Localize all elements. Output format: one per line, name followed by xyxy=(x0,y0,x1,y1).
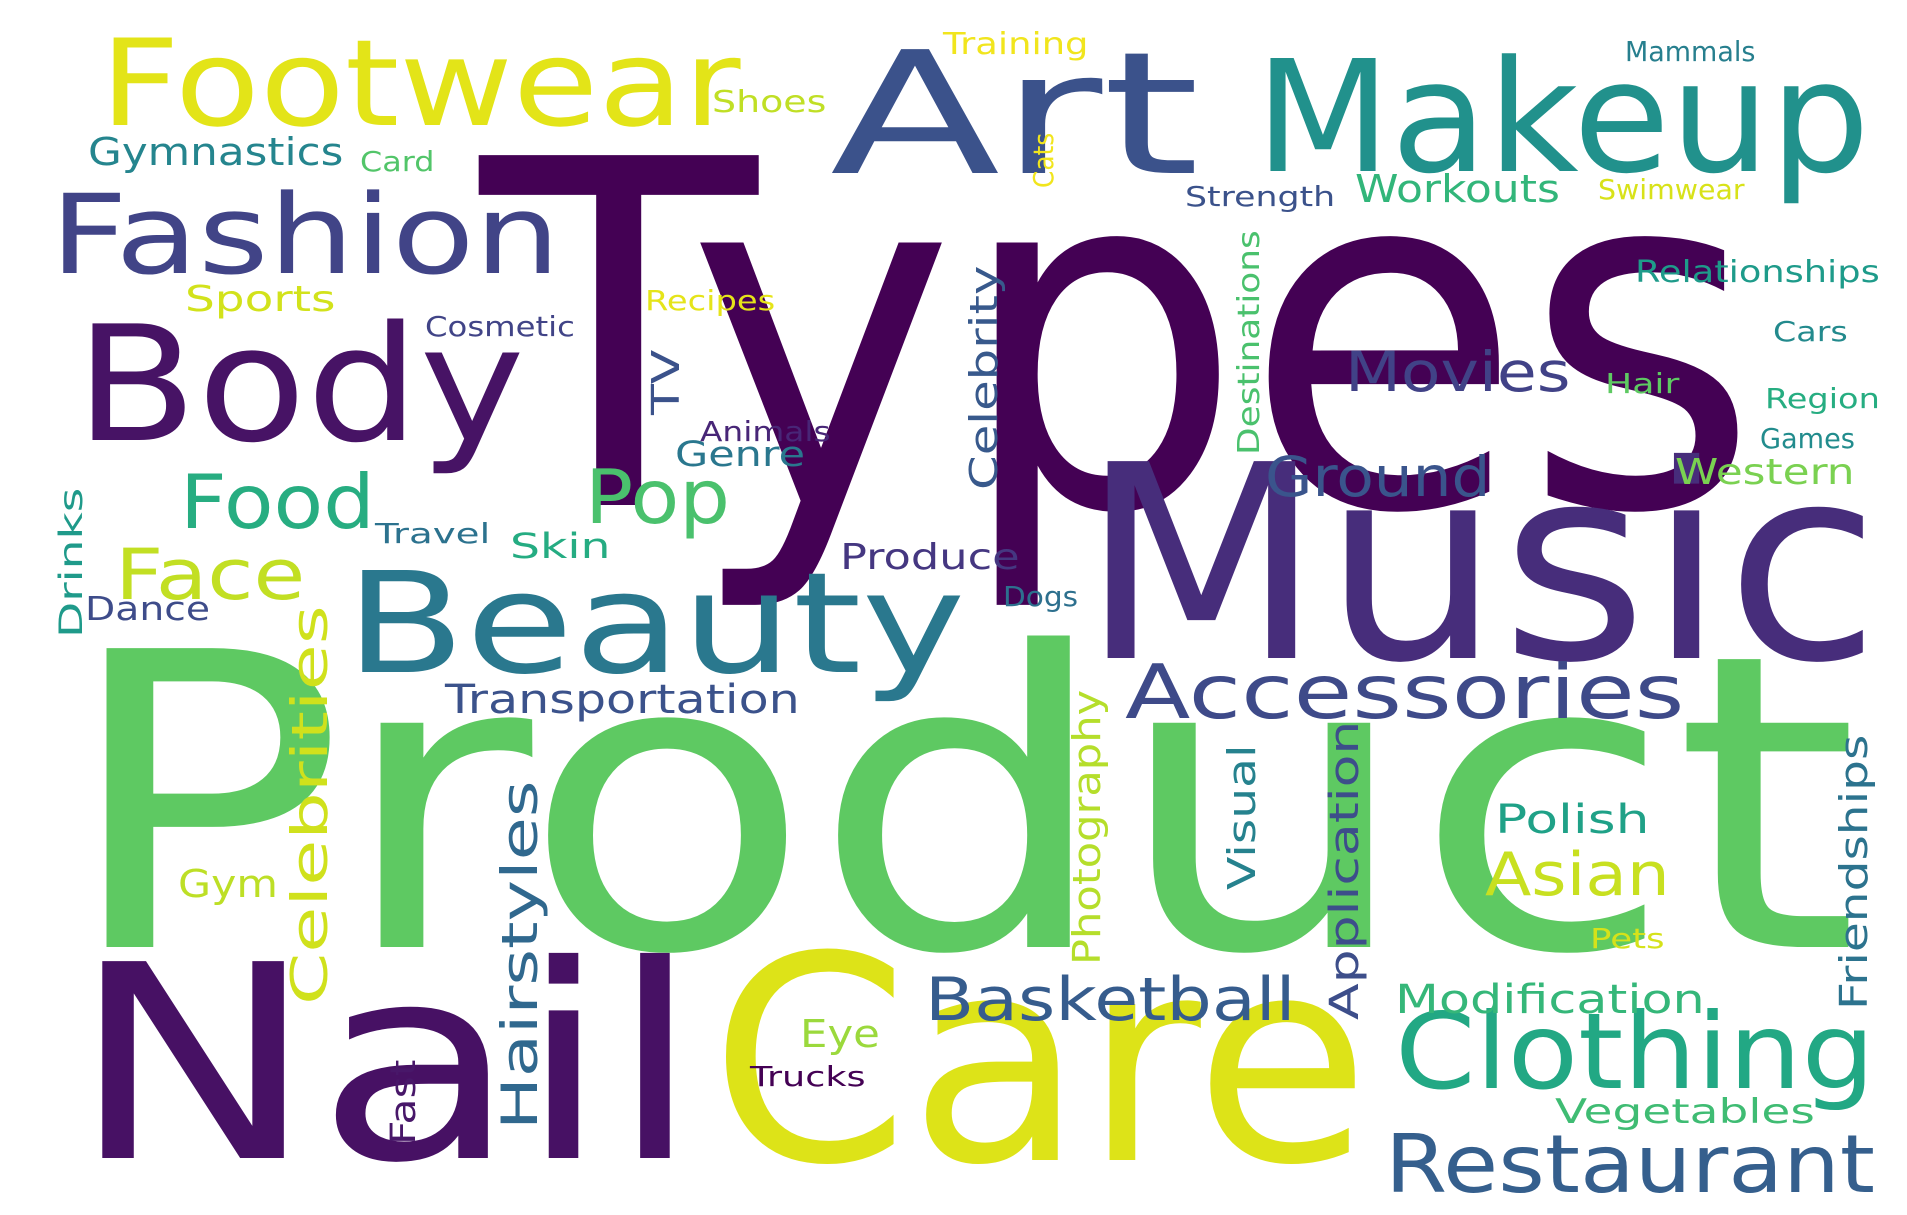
word-art: Art xyxy=(830,16,1200,214)
word-beauty: Beauty xyxy=(345,543,966,706)
word-card: Card xyxy=(360,145,435,178)
word-celebrities: Celebrities xyxy=(281,605,339,1005)
word-types: Types xyxy=(480,60,1760,619)
word-recipes: Recipes xyxy=(645,284,776,317)
word-basketball: Basketball xyxy=(925,965,1296,1035)
word-trucks: Trucks xyxy=(750,1060,866,1093)
word-visual: Visual xyxy=(1220,744,1264,890)
word-makeup: Makeup xyxy=(1255,27,1870,208)
word-genre: Genre xyxy=(675,435,805,475)
word-games: Games xyxy=(1760,422,1855,455)
word-modification: Modification xyxy=(1395,977,1705,1023)
word-celebrity: Celebrity xyxy=(962,265,1006,490)
word-relationships: Relationships xyxy=(1635,255,1880,290)
word-product: Product xyxy=(60,566,1860,1044)
word-friendships: Friendships xyxy=(1832,734,1876,1010)
word-training: Training xyxy=(943,27,1089,62)
word-vegetables: Vegetables xyxy=(1555,1092,1815,1132)
word-photography: Photography xyxy=(1065,689,1109,965)
word-gym: Gym xyxy=(178,862,278,906)
word-eye: Eye xyxy=(800,1012,880,1056)
word-destinations: Destinations xyxy=(1232,230,1267,455)
word-fashion: Fashion xyxy=(50,171,561,299)
word-care: Care xyxy=(710,896,1370,1215)
word-mammals: Mammals xyxy=(1625,35,1756,68)
word-shoes: Shoes xyxy=(712,85,827,120)
word-workouts: Workouts xyxy=(1355,167,1560,211)
word-skin: Skin xyxy=(510,527,611,567)
word-face: Face xyxy=(115,534,306,616)
word-region: Region xyxy=(1765,382,1880,415)
word-ground: Ground xyxy=(1265,445,1491,509)
word-music: Music xyxy=(1080,407,1881,722)
word-application: Application xyxy=(1322,720,1368,1020)
word-food: Food xyxy=(180,458,375,546)
word-movies: Movies xyxy=(1345,340,1571,404)
word-western: Western xyxy=(1675,452,1855,493)
word-hairstyles: Hairstyles xyxy=(491,780,549,1130)
word-accessories: Accessories xyxy=(1125,648,1685,736)
word-clothing: Clothing xyxy=(1395,991,1875,1113)
word-hair: Hair xyxy=(1605,367,1680,400)
word-asian: Asian xyxy=(1485,840,1670,910)
word-pop: Pop xyxy=(585,453,731,541)
word-tv: TV xyxy=(644,349,688,415)
word-polish: Polish xyxy=(1495,797,1650,843)
word-drinks: Drinks xyxy=(52,487,90,638)
word-body: Body xyxy=(75,291,525,478)
word-gymnastics: Gymnastics xyxy=(88,130,344,174)
word-strength: Strength xyxy=(1185,180,1336,213)
word-animals: Animals xyxy=(700,415,831,448)
word-sports: Sports xyxy=(185,279,336,320)
word-footwear: Footwear xyxy=(100,15,741,154)
word-restaurant: Restaurant xyxy=(1385,1118,1875,1211)
word-swimwear: Swimwear xyxy=(1598,173,1745,206)
word-dance: Dance xyxy=(85,589,210,628)
word-pets: Pets xyxy=(1590,922,1665,955)
word-produce: Produce xyxy=(840,537,1020,578)
word-fast: Fast xyxy=(384,1059,424,1145)
word-cars: Cars xyxy=(1773,315,1848,348)
word-travel: Travel xyxy=(375,517,491,550)
word-cosmetic: Cosmetic xyxy=(425,310,575,343)
word-dogs: Dogs xyxy=(1003,580,1079,613)
word-nail: Nail xyxy=(70,907,701,1215)
word-cats: Cats xyxy=(1027,132,1060,188)
word-transportation: Transportation xyxy=(445,677,800,723)
